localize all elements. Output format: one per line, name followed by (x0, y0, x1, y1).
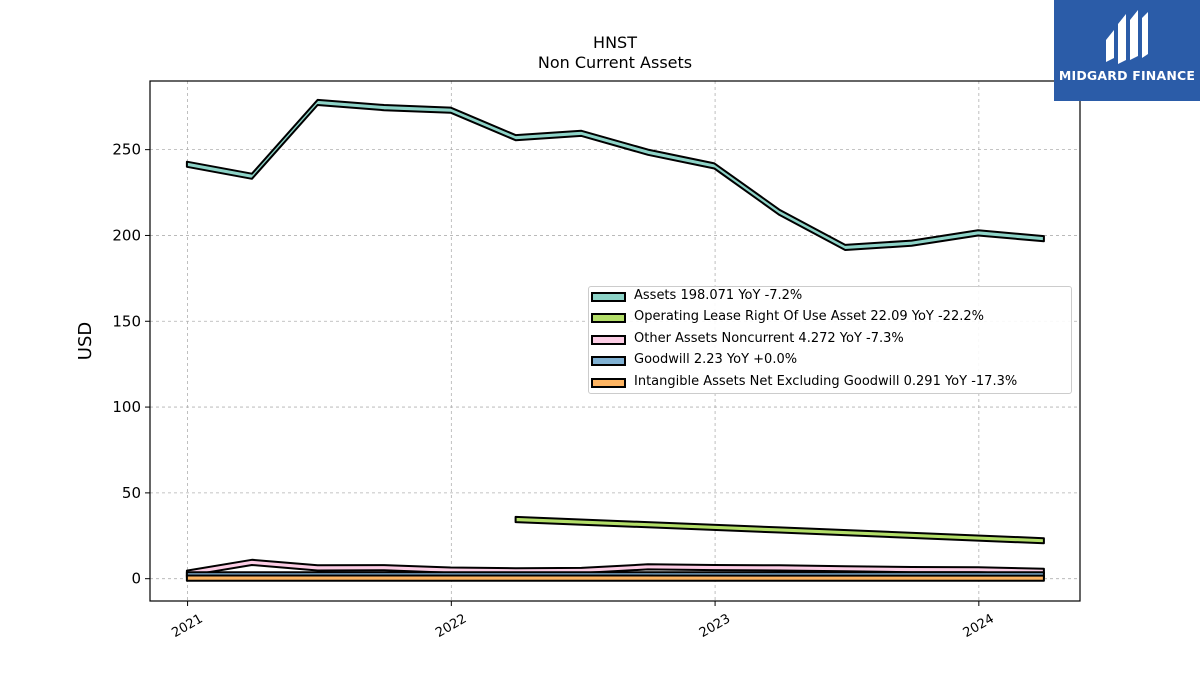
legend-label-assets: Assets 198.071 YoY -7.2% (634, 288, 803, 303)
x-tick-label: 2022 (433, 611, 469, 641)
legend-item-goodwill: Goodwill 2.23 YoY +0.0% (589, 351, 1069, 371)
x-tick-label: 2024 (961, 611, 997, 641)
chart-subtitle: Non Current Assets (537, 53, 693, 72)
y-tick-label: 0 (131, 570, 141, 588)
chart-title: HNST (593, 33, 637, 52)
y-axis-label: USD (75, 322, 96, 360)
y-tick-label: 100 (112, 398, 141, 416)
y-tick-label: 50 (122, 484, 141, 502)
legend-swatch-goodwill (591, 356, 626, 366)
legend-swatch-assets (591, 292, 626, 302)
legend-label-operating-lease: Operating Lease Right Of Use Asset 22.09… (634, 309, 984, 324)
y-tick-label: 200 (112, 226, 141, 244)
x-tick-label: 2023 (697, 611, 733, 641)
legend-item-operating-lease: Operating Lease Right Of Use Asset 22.09… (589, 308, 1069, 328)
legend-item-other-assets: Other Assets Noncurrent 4.272 YoY -7.3% (589, 330, 1069, 350)
plot-frame (149, 80, 1081, 602)
legend-label-other-assets: Other Assets Noncurrent 4.272 YoY -7.3% (634, 331, 904, 346)
series-area-operating-lease-right-of-use-asset (514, 515, 1045, 545)
legend-swatch-other-assets (591, 335, 626, 345)
midgard-finance-logo: MIDGARD FINANCE (1054, 0, 1200, 101)
legend-label-goodwill: Goodwill 2.23 YoY +0.0% (634, 352, 798, 367)
y-tick-label: 150 (112, 312, 141, 330)
x-tick-label: 2021 (169, 611, 205, 641)
y-tick-label: 250 (112, 141, 141, 159)
series-area-assets (185, 98, 1045, 251)
legend-item-intangible: Intangible Assets Net Excluding Goodwill… (589, 373, 1069, 393)
series-area-intangible-assets-net-excluding-goodwill (185, 574, 1045, 582)
logo-text: MIDGARD FINANCE (1058, 68, 1196, 83)
legend-swatch-intangible (591, 378, 626, 388)
logo-mark-icon (1106, 10, 1148, 64)
legend-item-assets: Assets 198.071 YoY -7.2% (589, 287, 1069, 307)
legend: Assets 198.071 YoY -7.2% Operating Lease… (588, 286, 1072, 394)
legend-label-intangible: Intangible Assets Net Excluding Goodwill… (634, 374, 1018, 389)
legend-swatch-operating-lease (591, 313, 626, 323)
